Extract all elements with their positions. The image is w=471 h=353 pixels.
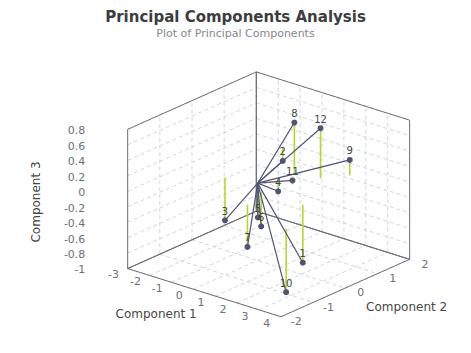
svg-text:8: 8 bbox=[291, 108, 297, 119]
svg-text:10: 10 bbox=[280, 278, 293, 289]
svg-text:12: 12 bbox=[314, 114, 327, 125]
svg-text:3: 3 bbox=[241, 310, 248, 323]
svg-text:1: 1 bbox=[198, 296, 205, 309]
svg-text:-0.6: -0.6 bbox=[64, 233, 85, 246]
svg-text:7: 7 bbox=[244, 232, 250, 243]
svg-text:3: 3 bbox=[222, 206, 228, 217]
svg-text:2: 2 bbox=[280, 146, 286, 157]
svg-text:-2: -2 bbox=[291, 315, 302, 328]
svg-text:5: 5 bbox=[254, 203, 261, 214]
svg-text:-2: -2 bbox=[130, 275, 141, 288]
svg-text:4: 4 bbox=[275, 176, 282, 188]
svg-text:-3: -3 bbox=[108, 268, 119, 281]
svg-text:Component 2: Component 2 bbox=[366, 300, 447, 314]
svg-text:4: 4 bbox=[263, 317, 270, 330]
svg-text:-1: -1 bbox=[323, 301, 334, 314]
svg-text:Principal Components Analysis: Principal Components Analysis bbox=[105, 8, 366, 26]
svg-text:1: 1 bbox=[300, 248, 306, 259]
svg-text:-0.4: -0.4 bbox=[64, 217, 85, 230]
svg-text:1: 1 bbox=[389, 272, 396, 285]
svg-text:-1: -1 bbox=[152, 282, 163, 295]
svg-text:2: 2 bbox=[421, 258, 428, 271]
svg-text:0.8: 0.8 bbox=[68, 124, 86, 137]
svg-text:Plot of Principal Components: Plot of Principal Components bbox=[156, 27, 315, 40]
svg-text:-0.2: -0.2 bbox=[64, 202, 85, 215]
svg-text:0.4: 0.4 bbox=[68, 155, 86, 168]
svg-text:0: 0 bbox=[176, 289, 183, 302]
svg-text:6: 6 bbox=[258, 212, 264, 223]
svg-text:0: 0 bbox=[78, 186, 85, 199]
svg-text:0.2: 0.2 bbox=[68, 171, 86, 184]
svg-text:0: 0 bbox=[357, 286, 364, 299]
svg-text:Component 1: Component 1 bbox=[116, 307, 197, 321]
svg-text:9: 9 bbox=[347, 145, 353, 156]
svg-text:-0.8: -0.8 bbox=[64, 248, 85, 261]
svg-text:0.6: 0.6 bbox=[68, 140, 86, 153]
svg-text:11: 11 bbox=[286, 166, 299, 177]
svg-text:Component 3: Component 3 bbox=[29, 161, 43, 242]
svg-text:-1: -1 bbox=[74, 263, 85, 276]
svg-text:2: 2 bbox=[220, 303, 227, 316]
